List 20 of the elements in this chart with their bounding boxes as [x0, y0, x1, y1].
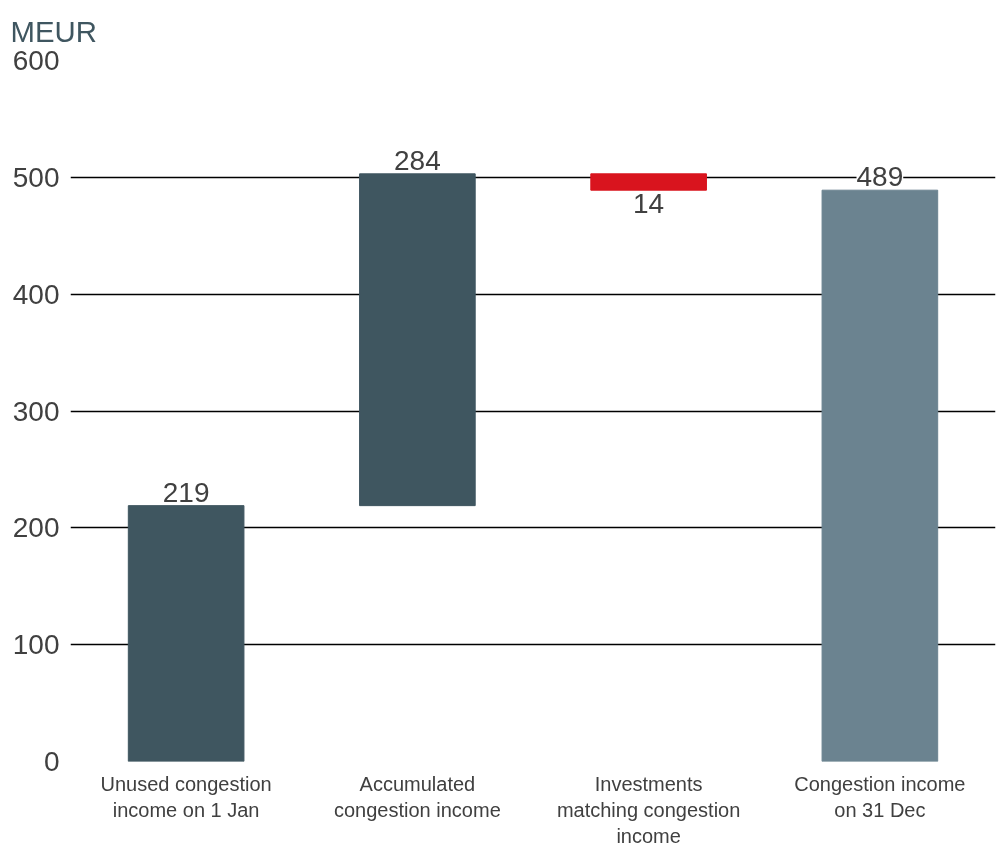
y-tick-label: 0 — [43, 746, 60, 777]
data-label: 284 — [394, 144, 441, 176]
x-tick-label: Investments matching congestion income — [556, 772, 741, 848]
bar — [821, 189, 939, 762]
y-tick-label: 100 — [12, 629, 60, 661]
x-tick-label: Congestion income on 31 Dec — [794, 772, 966, 821]
bar — [590, 173, 707, 191]
x-tick-label: Unused congestion income on 1 Jan — [100, 772, 272, 821]
x-tick-label: Accumulated congestion income — [333, 772, 501, 821]
y-tick-label: 400 — [12, 278, 60, 310]
y-axis-title: MEUR — [10, 15, 97, 48]
y-tick-label: 600 — [12, 45, 60, 76]
y-tick-label: 300 — [12, 395, 60, 427]
data-label: 489 — [856, 161, 904, 193]
data-label: 14 — [633, 188, 665, 220]
y-tick-label: 500 — [12, 161, 60, 193]
y-tick-label: 200 — [12, 512, 60, 544]
data-label: 219 — [162, 476, 210, 508]
bar — [127, 505, 245, 762]
bar — [359, 173, 476, 507]
